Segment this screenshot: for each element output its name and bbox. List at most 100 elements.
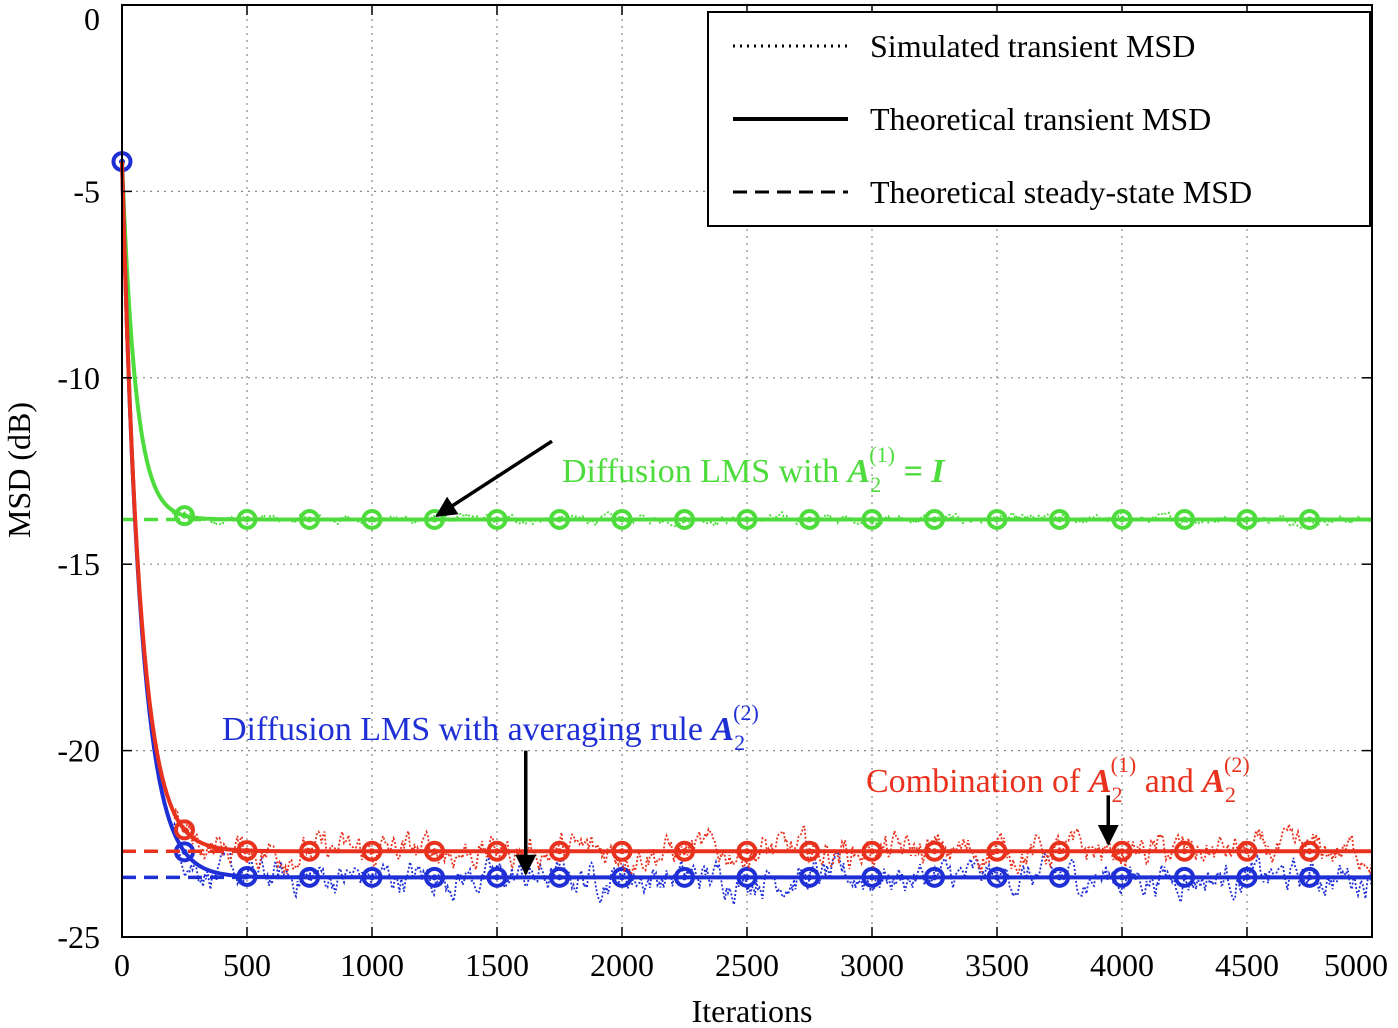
- marker-dot-blue: [931, 874, 938, 881]
- marker-green: [924, 508, 945, 530]
- marker-blue: [1049, 866, 1070, 888]
- marker-dot-red: [931, 848, 938, 855]
- x-tick-label: 500: [223, 947, 271, 983]
- marker-red: [799, 840, 820, 862]
- marker-green: [299, 508, 320, 530]
- marker-red: [361, 840, 383, 862]
- marker-dot-green: [1244, 516, 1250, 523]
- marker-blue: [1236, 866, 1258, 888]
- series-green: [120, 161, 1373, 530]
- marker-dot-blue: [994, 874, 1000, 881]
- marker-dot-green: [181, 512, 188, 519]
- marker-dot-blue: [681, 874, 688, 881]
- y-axis-label: MSD (dB): [1, 402, 37, 538]
- legend-label: Simulated transient MSD: [870, 28, 1195, 64]
- marker-red: [1111, 840, 1133, 862]
- marker-red: [299, 840, 320, 862]
- marker-dot-green: [556, 516, 563, 523]
- x-axis-label: Iterations: [692, 993, 813, 1028]
- marker-green: [1299, 508, 1320, 530]
- marker-red: [1236, 840, 1258, 862]
- marker-dot-red: [181, 826, 188, 833]
- marker-green: [861, 508, 883, 530]
- marker-dot-red: [306, 848, 313, 855]
- y-tick-label: -15: [57, 546, 100, 582]
- marker-blue: [674, 866, 695, 888]
- marker-red: [236, 840, 258, 862]
- marker-dot-red: [869, 848, 875, 855]
- marker-red: [174, 819, 195, 841]
- marker-red: [736, 840, 758, 862]
- marker-blue: [361, 866, 383, 888]
- y-tick-label: 0: [84, 1, 100, 37]
- marker-green: [174, 505, 195, 527]
- marker-green: [736, 508, 758, 530]
- marker-red: [1174, 840, 1195, 862]
- marker-blue: [1299, 866, 1320, 888]
- marker-green: [549, 508, 570, 530]
- annotation-red: Combination of A2(1) and A2(2): [866, 752, 1250, 807]
- marker-blue: [549, 866, 570, 888]
- marker-dot-red: [1244, 848, 1250, 855]
- marker-dot-red: [431, 848, 438, 855]
- x-tick-label: 1000: [340, 947, 404, 983]
- marker-dot-blue: [181, 848, 188, 855]
- marker-dot-blue: [869, 874, 875, 881]
- x-tick-label: 3500: [965, 947, 1029, 983]
- marker-red: [924, 840, 945, 862]
- marker-blue: [1174, 866, 1195, 888]
- y-tick-label: -25: [57, 919, 100, 955]
- marker-green: [1111, 508, 1133, 530]
- marker-green: [236, 508, 258, 530]
- marker-blue: [299, 866, 320, 888]
- x-tick-label: 1500: [465, 947, 529, 983]
- marker-dot-red: [1181, 848, 1188, 855]
- marker-dot-red: [994, 848, 1000, 855]
- x-tick-label: 4000: [1090, 947, 1154, 983]
- simulated-line-red: [121, 161, 1373, 875]
- marker-dot-red: [244, 847, 250, 854]
- marker-dot-blue: [1306, 874, 1313, 881]
- annotation-arrow-green: [435, 439, 553, 518]
- series-blue: [111, 151, 1373, 906]
- marker-dot-green: [931, 516, 938, 523]
- marker-green: [361, 508, 383, 530]
- marker-green: [611, 508, 633, 530]
- y-tick-label: -5: [73, 173, 100, 209]
- tick-labels: 0 500 1000 1500 2000 2500 3000 3500 4000 4500 5000…: [57, 1, 1388, 983]
- simulated-line-blue: [121, 161, 1373, 906]
- marker-dot-green: [1181, 516, 1188, 523]
- marker-green: [986, 508, 1008, 530]
- legend: Simulated transient MSD Theoretical trans…: [707, 11, 1371, 227]
- marker-dot-green: [369, 516, 375, 523]
- marker-dot-red: [369, 848, 375, 855]
- marker-blue: [424, 866, 445, 888]
- marker-red: [611, 840, 633, 862]
- marker-dot-blue: [806, 874, 813, 881]
- marker-dot-blue: [494, 874, 500, 881]
- y-tick-label: -20: [57, 733, 100, 769]
- marker-red: [486, 840, 508, 862]
- marker-green: [1049, 508, 1070, 530]
- marker-dot-blue: [1119, 874, 1125, 881]
- marker-dot-red: [806, 848, 813, 855]
- marker-dot-blue: [1181, 874, 1188, 881]
- marker-dot-blue: [619, 874, 625, 881]
- marker-dot-green: [869, 516, 875, 523]
- y-tick-label: -10: [57, 360, 100, 396]
- marker-blue: [736, 866, 758, 888]
- marker-green: [799, 508, 820, 530]
- x-tick-label: 5000: [1324, 947, 1388, 983]
- marker-dot-blue: [306, 874, 313, 881]
- marker-dot-green: [681, 516, 688, 523]
- marker-dot-red: [619, 848, 625, 855]
- marker-red: [549, 840, 570, 862]
- marker-red: [986, 840, 1008, 862]
- marker-green: [424, 508, 445, 530]
- marker-dot-red: [681, 848, 688, 855]
- marker-dot-green: [619, 516, 625, 523]
- marker-dot-red: [1119, 848, 1125, 855]
- marker-red: [674, 840, 695, 862]
- series-layer: [111, 151, 1373, 906]
